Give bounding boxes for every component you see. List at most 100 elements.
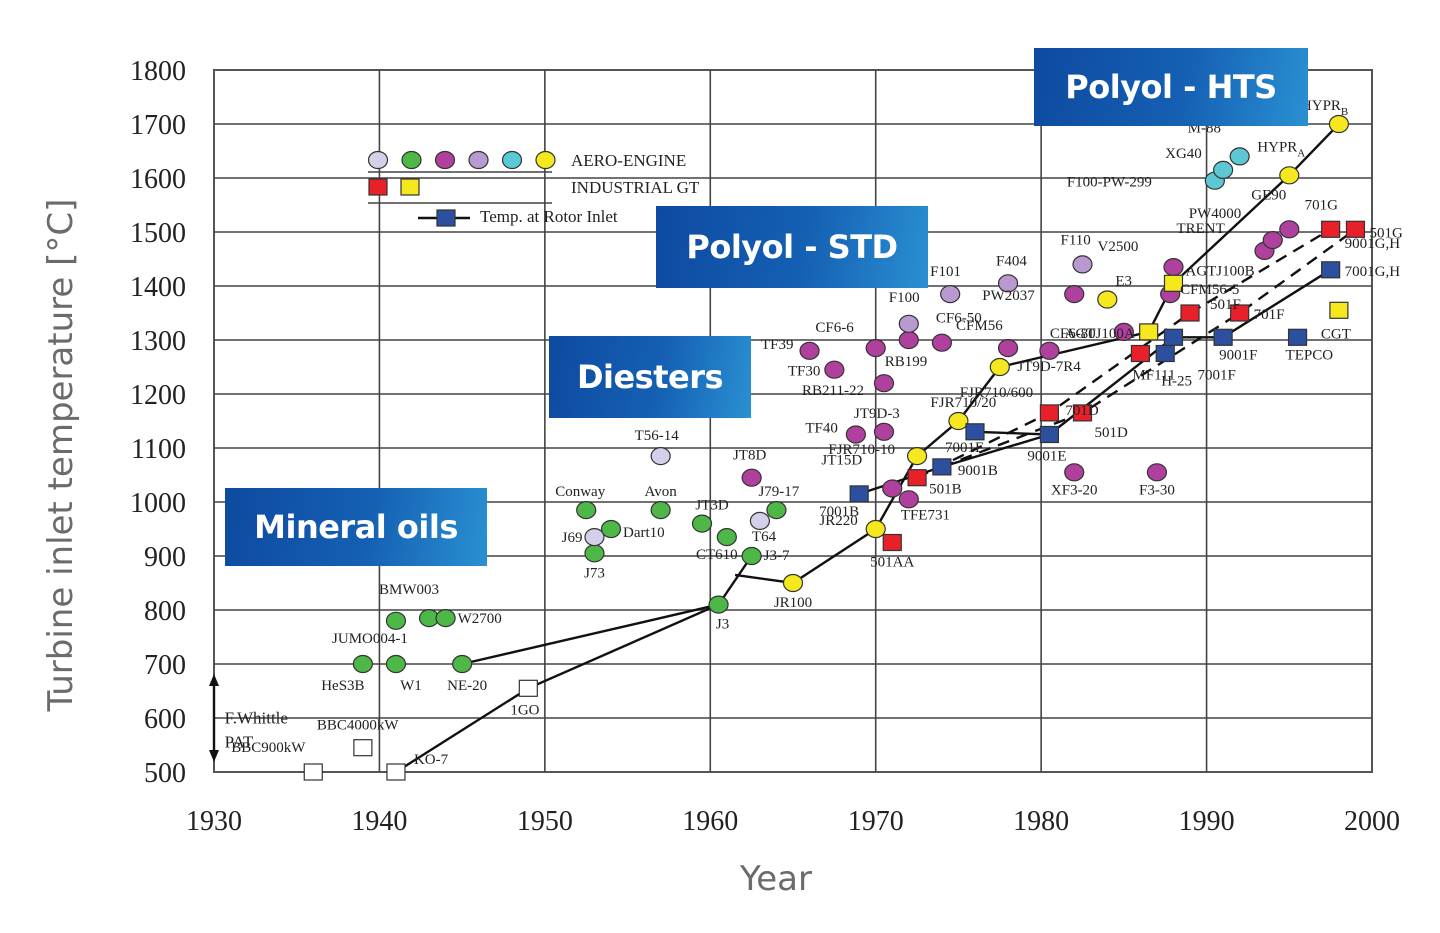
point-label: HYPRA: [1257, 139, 1305, 159]
point-label: J69: [562, 530, 583, 546]
point-label: F100-PW-299: [1067, 175, 1152, 191]
point-label: PW2037: [982, 288, 1035, 304]
point-label: BMW003: [379, 582, 439, 598]
data-points: [303, 114, 1366, 781]
marker-circle: [865, 519, 886, 539]
marker-square: [1180, 304, 1200, 322]
marker-circle: [385, 654, 407, 674]
arrow-head-up: [209, 674, 219, 686]
marker-circle: [452, 654, 473, 674]
y-axis-title: Turbine inlet temperature [°C]: [41, 199, 81, 713]
point-label: J73: [584, 565, 605, 581]
legend: AERO-ENGINE INDUSTRIAL GT Temp. at Rotor I…: [367, 150, 700, 227]
point-label: T56-14: [635, 428, 680, 444]
point-label: BBC4000kW: [317, 718, 400, 734]
legend-label-industrial: INDUSTRIAL GT: [571, 178, 700, 197]
grid: [213, 69, 1373, 773]
point-label: FJR710/600: [960, 385, 1033, 401]
marker-circle: [898, 330, 919, 350]
marker-circle: [989, 357, 1010, 377]
marker-circle: [584, 527, 605, 547]
marker-square: [1230, 304, 1250, 322]
legend-marker-square: [400, 178, 420, 196]
marker-circle: [1328, 114, 1350, 134]
legend-label-rotor: Temp. at Rotor Inlet: [480, 207, 618, 226]
x-tick-label: 2000: [1344, 806, 1400, 837]
marker-square: [1345, 220, 1366, 238]
point-label: TEPCO: [1286, 347, 1334, 363]
point-label: 501D: [1095, 425, 1129, 441]
marker-circle: [898, 314, 919, 333]
label-subscript: B: [1341, 106, 1348, 118]
arrow-head-down: [209, 750, 219, 762]
trend-line-solid: [734, 123, 1340, 585]
marker-circle: [600, 519, 622, 539]
point-label: CFM56: [956, 318, 1003, 334]
marker-square: [1321, 261, 1341, 279]
marker-square: [1321, 220, 1341, 238]
point-label: 501G: [1369, 225, 1403, 241]
axis-ticks: 1930 1940 1950 1960 1970 1980 1990 2000 500 600 70…: [130, 56, 1400, 837]
marker-circle: [940, 285, 961, 304]
y-tick-label: 1200: [130, 380, 186, 411]
point-label: 9001E: [1027, 449, 1066, 465]
point-label: F404: [996, 253, 1027, 269]
marker-circle: [1279, 166, 1300, 185]
marker-circle: [873, 422, 895, 441]
point-label: KO-7: [414, 752, 449, 768]
point-label: JR100: [774, 595, 812, 611]
point-label: 1GO: [510, 702, 539, 718]
marker-circle: [997, 274, 1019, 293]
y-tick-label: 800: [144, 596, 186, 627]
point-labels: F.Whittle PAT HeS3B W1 NE-20 JUMO004-1 BMW003 W…: [225, 98, 1403, 768]
marker-square: [932, 458, 952, 476]
point-label: H-25: [1161, 374, 1192, 390]
marker-circle: [1279, 220, 1300, 239]
banner-diesters: Diesters: [549, 336, 751, 418]
point-label: JR220: [819, 513, 857, 529]
legend-label-aero: AERO-ENGINE: [571, 151, 686, 170]
marker-circle: [898, 490, 919, 509]
marker-circle: [766, 501, 787, 520]
marker-circle: [1097, 290, 1118, 309]
marker-circle: [691, 514, 713, 533]
legend-marker-circle: [468, 150, 489, 170]
point-label: TF30: [788, 364, 821, 380]
banner-polyol-hts: Polyol - HTS: [1034, 48, 1308, 126]
marker-circle: [1039, 341, 1060, 360]
marker-square: [353, 739, 373, 757]
marker-square: [1329, 301, 1349, 319]
point-label: 7001E: [945, 440, 984, 456]
point-label: JT9D-7R4: [1017, 359, 1081, 375]
point-label: Avon: [645, 484, 678, 500]
marker-square: [849, 485, 869, 503]
trend-line-solid: [461, 603, 719, 666]
point-label: F100: [889, 290, 920, 306]
marker-circle: [1229, 147, 1250, 166]
marker-circle: [650, 501, 671, 520]
marker-square: [1072, 404, 1093, 422]
x-tick-label: 1970: [848, 806, 904, 837]
marker-circle: [782, 573, 804, 593]
point-label: CF6-50: [936, 311, 982, 327]
marker-circle: [799, 341, 820, 360]
marker-square: [882, 533, 902, 552]
marker-circle: [749, 511, 771, 531]
point-label: 7001B: [819, 504, 859, 520]
marker-circle: [584, 544, 605, 563]
marker-square: [1163, 328, 1184, 346]
point-label: XG40: [1165, 146, 1202, 162]
point-label: T64: [752, 529, 777, 545]
point-label: NE-20: [447, 678, 487, 694]
plot-frame: [213, 69, 1373, 773]
point-label: FJR710/20: [930, 395, 996, 411]
point-label: HeS3B: [321, 678, 364, 694]
trend-line-solid: [858, 268, 1332, 496]
point-label: 701F: [1254, 307, 1285, 323]
marker-circle: [576, 501, 597, 520]
legend-marker-circle: [535, 150, 556, 170]
marker-square: [907, 469, 927, 487]
point-label: TFE731: [901, 507, 950, 523]
point-label: E3: [1115, 274, 1132, 290]
point-label: F110: [1061, 232, 1091, 248]
